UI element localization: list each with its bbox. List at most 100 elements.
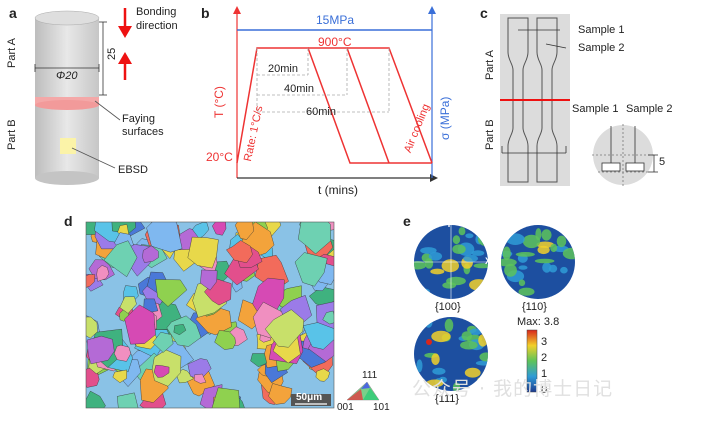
arrow-up-icon [118,52,132,64]
pf-110-text: {110} [522,301,547,313]
max-text: Max: 3.8 [517,316,560,328]
cylinder-top [34,10,100,26]
pole-density-blob [501,283,512,296]
pressure-text: 15MPa [316,13,355,27]
faying-text: Faying [122,113,156,125]
panel-d-label: d [64,213,73,229]
grain [200,269,218,291]
pole-density-blob [522,234,541,249]
pole-density-blob [537,245,550,255]
pole-density-blob [541,229,552,241]
grain [234,222,255,240]
pf-111-text: {111} [435,393,460,405]
pole-density-blob [478,334,488,347]
grain [192,222,210,239]
pole-density-blob [542,262,552,273]
pole-density-blob [464,367,481,378]
pole-density-blob [501,258,517,267]
cylinder-bottom [35,171,99,185]
pole-density-blob [518,287,535,296]
grain [264,309,305,348]
pole-density-blob [534,258,555,264]
pole-density-blob [460,340,478,350]
bonding-text: Bonding [136,6,177,18]
pole-density-blob [473,263,488,269]
grain [116,392,139,408]
pole-density-blob [428,251,443,261]
surfaces-text: surfaces [122,126,164,138]
grain [193,373,207,384]
pole-density-blob [465,233,474,239]
pole-density-blob [452,235,461,245]
colorbar-tick-1: 1 [541,368,548,380]
pole-density-blob [469,279,488,291]
panel-a-label: a [9,5,17,21]
grain [226,240,253,264]
pole-density-blob [475,226,484,234]
pole-density-blob [560,266,568,274]
pole-density-blob [556,235,567,247]
sample1-text: Sample 1 [578,24,625,36]
ipf-101-text: 101 [373,402,390,413]
pole-density-blob [430,268,445,275]
x-axis-label: t (mins) [318,183,358,197]
dogbone-sample-2 [536,17,558,183]
pole-density-blob [515,252,535,257]
section-sample1-text: Sample 1 [572,103,619,115]
grain [124,304,156,345]
grain [302,322,334,350]
grain [152,331,174,353]
pf-100-text: {100} [435,301,461,313]
pole-density-blob [550,243,558,253]
pole-density-blob [432,367,446,375]
grain [315,368,331,382]
direction-text: direction [136,20,178,32]
temp-peak-text: 900°C [318,35,352,49]
colorbar-tick-0: 0 [541,384,548,396]
grain [153,364,170,378]
pole-density-blob [452,382,461,391]
hold-20-text: 20min [268,63,298,75]
grain [86,316,98,339]
pole-density-blob [475,360,488,366]
pole-density-blob [477,232,488,247]
pole-density-blob [416,359,423,373]
scale-bar-bg [291,394,331,406]
pole-density-blob [424,258,434,269]
grain [214,330,236,350]
sample2-text: Sample 2 [578,42,625,54]
width-dim-text: Φ20 [56,70,78,82]
grain [86,274,96,288]
pf-x-axis-text: X [485,256,492,266]
colorbar-tick-2: 2 [541,352,548,364]
grain [96,265,110,282]
grain [297,222,332,255]
ebsd-region [60,138,76,154]
grain [103,240,138,278]
pole-density-blob [504,263,517,277]
pole-density-blob [461,331,473,341]
grain [268,383,293,405]
pole-density-blob [414,261,427,270]
ebsd-text: EBSD [118,164,148,176]
arrow-down-icon [118,26,132,38]
pf-y-axis-text: Y [446,219,453,229]
pole-density-blob [452,244,466,254]
ipf-111-text: 111 [362,370,378,381]
section-sample2-text: Sample 2 [626,103,673,115]
grain [86,390,106,408]
pole-density-blob [442,282,457,289]
watermark: 公众号 · 我的博士日记 [412,378,614,400]
temp-start-text: 20°C [206,150,233,164]
pole-density-blob [414,225,423,233]
pole-density-blob [444,318,454,332]
pole-density-blob [505,233,525,245]
faying-band-edge [35,100,99,110]
grain [142,245,159,263]
grain [86,335,115,365]
panel-b-label: b [201,5,210,21]
